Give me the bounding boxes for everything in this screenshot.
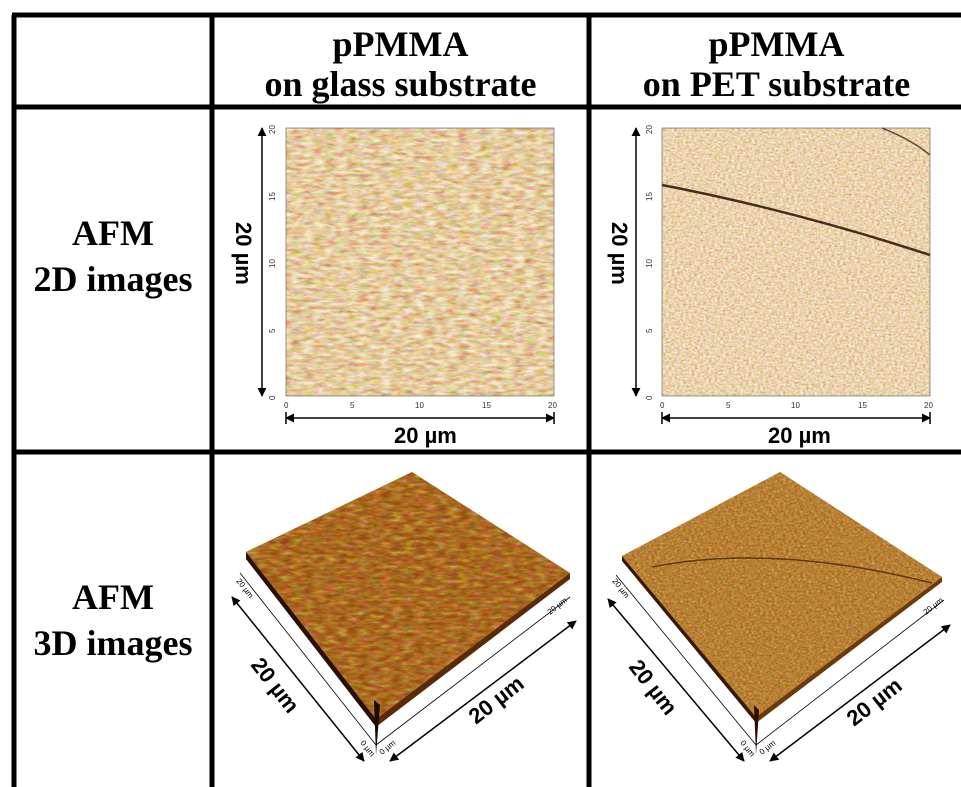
y-tick: 20 [268,125,277,134]
row-label-line1: AFM [72,577,154,617]
afm-2d-glass-x-ticks: 0 5 10 15 20 [284,401,557,410]
left-dimension-arrow [231,596,365,762]
x-tick: 20 [924,401,933,410]
row-label-line2: 2D images [33,259,193,299]
x-tick: 5 [350,401,355,410]
tick-max-right: 20 µm [546,595,569,616]
x-tick: 5 [726,401,731,410]
y-tick: 10 [645,259,654,268]
left-dimension-label: 20 µm [624,655,682,720]
column-subtitle: on PET substrate [642,64,911,104]
row-label-3d: AFM 3D images [16,574,210,666]
afm-3d-glass-panel: 20 µm 20 µm 0 µm 0 µm 20 µm 20 µm [231,472,577,762]
afm-2d-pet-image [662,128,930,396]
x-tick: 15 [858,401,867,410]
tick-max-left: 20 µm [610,577,631,600]
y-tick: 10 [268,259,277,268]
column-header-pet: pPMMA on PET substrate [592,24,961,104]
x-dimension-label: 20 µm [394,423,457,448]
afm-2d-pet-y-ticks: 0 5 10 15 20 [645,125,654,400]
y-tick: 15 [645,192,654,201]
afm-2d-glass-y-ticks: 0 5 10 15 20 [268,125,277,400]
afm-2d-pet-panel: 0 5 10 15 20 0 5 10 15 20 20 µm 20 µm [607,125,933,448]
y-tick: 20 [645,125,654,134]
column-header-glass: pPMMA on glass substrate [214,24,587,104]
afm-3d-pet-panel: 20 µm 20 µm 0 µm 0 µm 20 µm 20 µm [607,472,951,762]
y-dimension-label: 20 µm [231,222,256,285]
afm-2d-glass-panel: 0 5 10 15 20 0 5 10 15 20 20 µm 20 µm [231,125,557,448]
tick-zero-left: 0 µm [358,739,376,759]
tick-max-right: 20 µm [922,595,945,616]
right-dimension-arrow [389,620,577,762]
x-tick: 15 [482,401,491,410]
x-tick: 10 [415,401,424,410]
right-dimension-label: 20 µm [464,671,529,729]
tick-zero-left: 0 µm [738,739,756,759]
y-tick: 0 [645,395,654,400]
y-tick: 0 [268,395,277,400]
x-tick: 10 [791,401,800,410]
right-dimension-label: 20 µm [842,673,907,731]
y-tick: 15 [268,192,277,201]
row-label-2d: AFM 2D images [16,210,210,302]
column-title: pPMMA [332,24,469,64]
left-dimension-arrow [607,598,745,762]
row-label-line1: AFM [72,213,154,253]
right-dimension-arrow [769,624,951,762]
row-label-line2: 3D images [33,623,193,663]
afm-2d-pet-x-ticks: 0 5 10 15 20 [660,401,933,410]
x-tick: 0 [284,401,289,410]
x-dimension-label: 20 µm [768,423,831,448]
y-tick: 5 [268,328,277,333]
column-title: pPMMA [708,24,845,64]
column-subtitle: on glass substrate [264,64,537,104]
x-tick: 0 [660,401,665,410]
afm-2d-glass-image [286,128,554,396]
y-dimension-label: 20 µm [607,222,632,285]
left-dimension-label: 20 µm [246,653,304,718]
x-tick: 20 [548,401,557,410]
y-tick: 5 [645,328,654,333]
